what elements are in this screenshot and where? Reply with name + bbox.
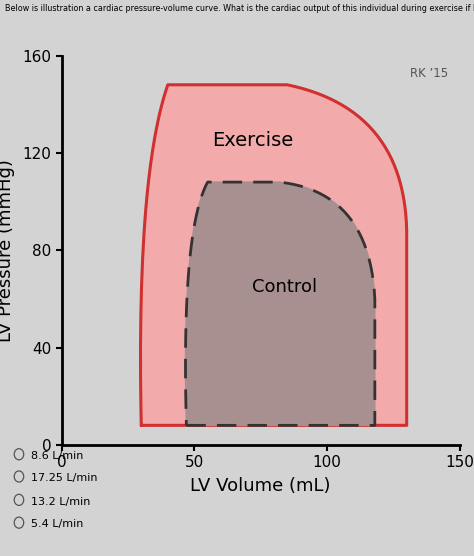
Text: 17.25 L/min: 17.25 L/min bbox=[31, 473, 97, 483]
Text: Control: Control bbox=[252, 277, 317, 296]
Text: 13.2 L/min: 13.2 L/min bbox=[31, 497, 90, 507]
Y-axis label: LV Pressure (mmHg): LV Pressure (mmHg) bbox=[0, 159, 15, 341]
Text: RK ’15: RK ’15 bbox=[410, 67, 448, 80]
Text: 8.6 L/min: 8.6 L/min bbox=[31, 451, 83, 461]
Polygon shape bbox=[140, 85, 407, 425]
Polygon shape bbox=[185, 182, 375, 425]
X-axis label: LV Volume (mL): LV Volume (mL) bbox=[191, 477, 331, 495]
Text: Below is illustration a cardiac pressure-volume curve. What is the cardiac outpu: Below is illustration a cardiac pressure… bbox=[5, 4, 474, 13]
Text: Exercise: Exercise bbox=[212, 131, 293, 150]
Text: 5.4 L/min: 5.4 L/min bbox=[31, 519, 83, 529]
